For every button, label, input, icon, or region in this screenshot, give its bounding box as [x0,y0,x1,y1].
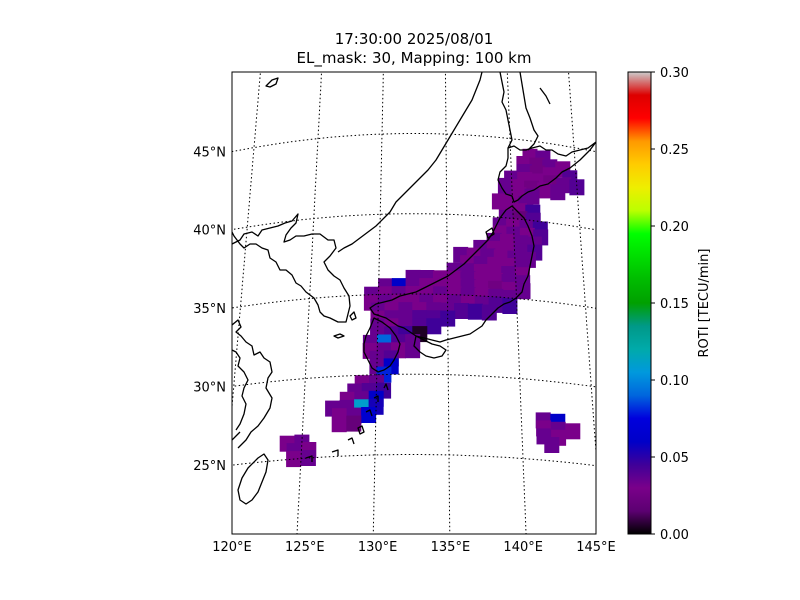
coastline-china [232,349,249,441]
lon-label-140: 140°E [503,540,543,555]
title-parameters: EL_mask: 30, Mapping: 100 km [296,49,532,67]
colorbar-ticks [651,71,655,535]
map-frame [231,71,597,535]
roti-cell [361,407,377,423]
roti-cell [426,318,442,335]
meridian-line [232,72,261,413]
meridian-line [506,72,527,534]
coastline-honshu [369,205,535,343]
coastline-tsushima [349,311,357,321]
meridian-line [372,72,384,534]
coastline-jeju [333,333,345,339]
coastline-hokkaido [497,141,596,203]
roti-cell [467,303,483,320]
roti-cell [502,298,518,314]
coastline-sado [485,227,495,239]
coastline-korea-mainland [232,213,351,449]
colorbar-gradient [627,71,652,535]
lon-label-145: 145°E [576,540,616,555]
roti-cell [569,179,585,196]
coastline-taiwan [237,453,269,505]
lat-label-30: 30°N [193,380,226,395]
colorbar-label-0.25: 0.25 [660,143,689,158]
colorbar: 0.00 0.05 0.10 0.15 0.20 0.25 0.30 ROTI … [627,66,712,543]
roti-cell [544,437,560,453]
colorbar-tick-labels: 0.00 0.05 0.10 0.15 0.20 0.25 0.30 [660,66,689,543]
lat-label-35: 35°N [193,302,226,317]
colorbar-title: ROTI [TECU/min] [697,249,712,358]
roti-cell [565,423,581,440]
coastline-shikoku [413,335,447,359]
map-title: 17:30:00 2025/08/01 EL_mask: 30, Mapping… [232,30,596,68]
lat-label-40: 40°N [193,224,226,239]
title-timestamp: 17:30:00 2025/08/01 [334,30,494,48]
parallel-line [232,213,596,231]
coastline-small-island [265,77,279,88]
lon-label-130: 130°E [358,540,398,555]
roti-cell [481,304,497,321]
lat-label-45: 45°N [193,146,226,161]
latitude-labels: 45°N 40°N 35°N 30°N 25°N [193,146,226,475]
roti-cell [454,303,469,319]
coastline-sakhalin [499,72,551,151]
parallel-line [232,373,596,388]
colorbar-label-0.00: 0.00 [660,528,689,543]
colorbar-label-0.15: 0.15 [660,297,689,312]
coastline-russia-far-east [337,72,483,253]
lat-label-25: 25°N [193,459,226,474]
parallel-line [232,293,596,309]
lon-label-120: 120°E [212,540,252,555]
graticule [232,72,596,534]
coastline-kyushu [363,317,401,373]
colorbar-label-0.30: 0.30 [660,66,689,81]
parallel-line [232,133,596,153]
meridian-line [444,72,451,534]
roti-cell [405,342,421,359]
longitude-labels: 120°E 125°E 130°E 135°E 140°E 145°E [212,540,616,555]
lon-label-135: 135°E [431,540,471,555]
lon-label-125: 125°E [285,540,325,555]
map-area [232,72,596,534]
colorbar-label-0.10: 0.10 [660,374,689,389]
colorbar-label-0.05: 0.05 [660,451,689,466]
meridian-line [296,72,323,534]
coastlines [232,72,596,505]
colorbar-label-0.20: 0.20 [660,220,689,235]
roti-cell [331,416,347,433]
coastline-ryukyu [305,383,389,462]
roti-cell [550,184,566,201]
